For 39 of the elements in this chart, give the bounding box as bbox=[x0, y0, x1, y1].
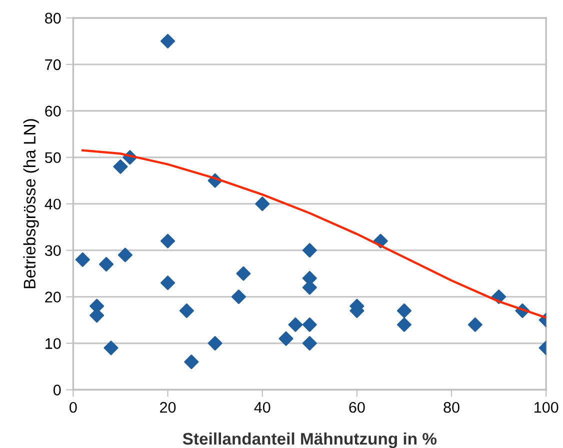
y-tick-label: 40 bbox=[44, 198, 61, 210]
point bbox=[184, 354, 199, 370]
point bbox=[113, 159, 128, 174]
point bbox=[302, 317, 317, 332]
point bbox=[236, 266, 251, 281]
x-tick-label: 60 bbox=[349, 402, 365, 413]
x-tick-label: 40 bbox=[254, 402, 270, 413]
point bbox=[160, 34, 176, 48]
point bbox=[302, 336, 317, 351]
point bbox=[179, 303, 194, 318]
point bbox=[396, 317, 412, 332]
point bbox=[160, 276, 176, 290]
y-axis-title: Betriebsgrösse (ha LN) bbox=[23, 119, 39, 288]
point bbox=[288, 317, 303, 332]
point bbox=[302, 243, 317, 258]
point bbox=[255, 196, 270, 212]
y-tick-label: 50 bbox=[45, 152, 61, 164]
y-tick-label: 0 bbox=[53, 384, 61, 396]
x-tick-label: 100 bbox=[534, 402, 558, 413]
point bbox=[278, 331, 294, 346]
y-tick-label: 70 bbox=[45, 59, 61, 70]
point bbox=[396, 303, 412, 318]
point bbox=[118, 248, 132, 262]
point bbox=[231, 290, 246, 304]
x-tick-label: 0 bbox=[70, 402, 77, 413]
x-tick-label: 80 bbox=[444, 402, 460, 413]
y-tick-label: 60 bbox=[45, 106, 61, 117]
x-axis-title: Steillandanteil Mähnutzung in % bbox=[182, 432, 437, 448]
y-tick-label: 30 bbox=[44, 245, 61, 256]
point bbox=[75, 252, 90, 267]
y-tick-label: 20 bbox=[45, 292, 61, 302]
y-tick-label: 10 bbox=[46, 338, 61, 349]
point bbox=[468, 317, 482, 332]
point bbox=[160, 234, 176, 248]
point bbox=[104, 340, 118, 356]
y-tick-label: 80 bbox=[45, 12, 61, 24]
x-tick-label: 20 bbox=[160, 402, 176, 413]
point bbox=[99, 256, 114, 272]
point bbox=[208, 336, 222, 351]
